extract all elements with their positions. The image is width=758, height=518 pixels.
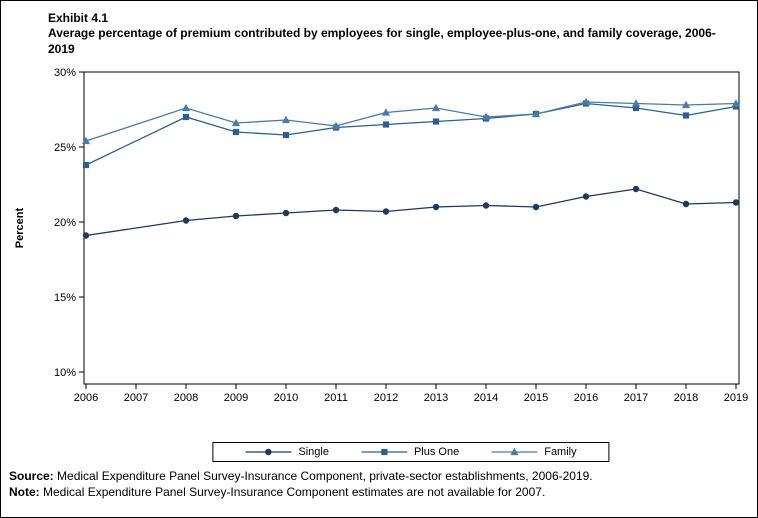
circle-marker-icon <box>282 209 290 217</box>
triangle-marker-icon <box>731 99 741 107</box>
triangle-marker-icon <box>581 97 591 106</box>
plus-one-square-marker-icon <box>360 446 407 458</box>
circle-marker-icon <box>332 206 340 214</box>
x-tick-label: 2018 <box>674 392 698 404</box>
circle-marker-icon <box>732 199 740 206</box>
legend-item-plus-one: Plus One <box>360 446 460 458</box>
y-tick-label: 10% <box>54 367 76 379</box>
legend-item-single: Single <box>245 446 329 458</box>
x-tick-label: 2008 <box>174 392 198 404</box>
series-line <box>85 188 737 237</box>
x-tick-label: 2015 <box>524 392 548 404</box>
y-axis-label: Percent <box>14 207 26 248</box>
x-tick-label: 2013 <box>424 392 448 404</box>
legend-label-plus-one: Plus One <box>413 446 460 458</box>
circle-marker-icon <box>582 193 590 200</box>
x-tick-label: 2009 <box>224 392 248 404</box>
family-triangle-marker-icon <box>491 446 538 458</box>
x-tick-label: 2019 <box>724 392 748 404</box>
triangle-marker-icon <box>331 121 341 130</box>
note-label: Note: <box>9 484 40 499</box>
triangle-marker-icon <box>481 112 491 121</box>
x-tick-label: 2010 <box>274 392 298 404</box>
single-circle-marker-icon <box>245 446 292 458</box>
square-marker-icon <box>382 121 390 128</box>
circle-marker-icon <box>682 200 690 208</box>
square-marker-icon <box>632 104 640 112</box>
square-marker-icon <box>682 112 690 119</box>
triangle-marker-icon <box>510 447 519 456</box>
legend-label-family: Family <box>544 446 577 458</box>
series-line <box>85 102 737 166</box>
line-chart-canvas: 10% 15% 20% 25% 30% 2006 2007 2008 2009 2010 2011 2… <box>14 67 748 404</box>
legend-item-family: Family <box>491 446 577 458</box>
triangle-marker-icon <box>431 103 441 112</box>
series-family <box>81 97 741 145</box>
x-tick-label: 2007 <box>124 392 148 404</box>
y-tick-label: 20% <box>54 217 76 229</box>
triangle-marker-icon <box>81 136 91 145</box>
circle-marker-icon <box>232 212 240 220</box>
chart-legend: Single Plus One Family <box>212 442 610 462</box>
triangle-marker-icon <box>381 108 391 116</box>
circle-marker-icon <box>82 232 90 239</box>
triangle-marker-icon <box>631 99 641 107</box>
square-marker-icon <box>432 118 440 125</box>
circle-marker-icon <box>532 203 540 211</box>
x-tick-label: 2006 <box>74 392 98 404</box>
square-marker-icon <box>232 128 240 136</box>
source-text: Medical Expenditure Panel Survey-Insuran… <box>53 469 593 483</box>
source-label: Source: <box>9 469 54 483</box>
circle-marker-icon <box>265 448 272 456</box>
source-note: Source: Medical Expenditure Panel Survey… <box>9 469 593 485</box>
square-marker-icon <box>282 131 290 139</box>
circle-marker-icon <box>432 203 440 211</box>
circle-marker-icon <box>482 202 490 209</box>
square-marker-icon <box>380 448 388 456</box>
y-tick-label: 15% <box>54 292 76 304</box>
availability-note: Note: Medical Expenditure Panel Survey-I… <box>9 485 593 501</box>
circle-marker-icon <box>382 208 390 215</box>
series-single <box>82 185 740 239</box>
note-text: Medical Expenditure Panel Survey-Insuran… <box>39 484 546 499</box>
legend-label-single: Single <box>298 446 329 458</box>
plot-area-border <box>83 71 740 385</box>
x-tick-label: 2014 <box>474 392 498 404</box>
y-tick-label: 30% <box>54 67 76 79</box>
x-tick-label: 2011 <box>324 392 348 404</box>
square-marker-icon <box>182 113 190 121</box>
y-tick-label: 25% <box>54 142 76 154</box>
chart-title: Average percentage of premium contribute… <box>48 26 716 56</box>
square-marker-icon <box>82 161 90 169</box>
triangle-marker-icon <box>181 103 191 112</box>
x-tick-label: 2016 <box>574 392 598 404</box>
triangle-marker-icon <box>531 109 541 118</box>
chart-footnotes: Source: Medical Expenditure Panel Survey… <box>9 469 593 500</box>
triangle-marker-icon <box>281 115 291 124</box>
exhibit-number: Exhibit 4.1 <box>48 11 109 25</box>
triangle-marker-icon <box>681 100 691 109</box>
circle-marker-icon <box>632 185 640 193</box>
triangle-marker-icon <box>231 118 241 127</box>
x-tick-label: 2012 <box>374 392 398 404</box>
x-tick-label: 2017 <box>624 392 648 404</box>
circle-marker-icon <box>182 217 190 224</box>
